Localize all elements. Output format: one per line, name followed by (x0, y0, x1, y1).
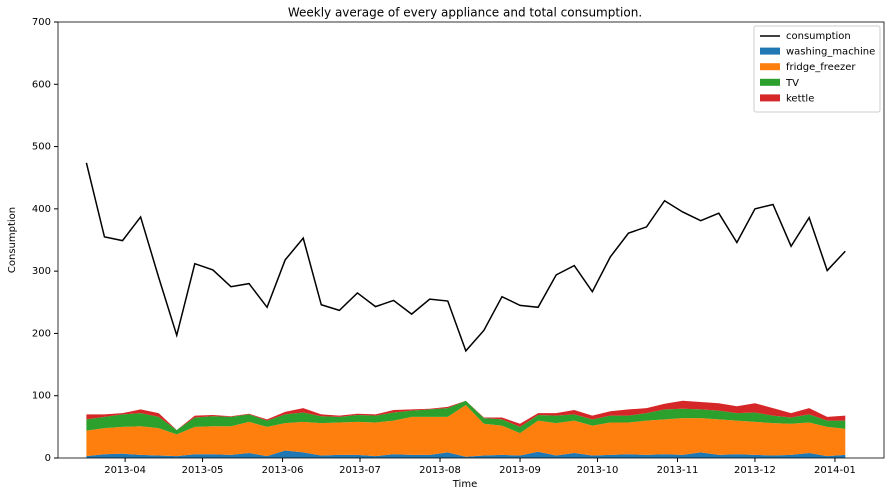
legend-label: TV (785, 78, 799, 89)
legend-swatch (760, 78, 780, 86)
y-tick-label: 300 (32, 266, 51, 277)
y-tick-label: 400 (32, 204, 51, 215)
x-tick-label: 2013-08 (419, 465, 461, 476)
y-tick-label: 700 (32, 17, 51, 28)
x-axis-label: Time (452, 479, 477, 490)
x-tick-label: 2013-11 (657, 465, 699, 476)
stacked-area (86, 450, 846, 458)
x-tick-label: 2013-09 (499, 465, 541, 476)
legend-label: consumption (786, 31, 851, 42)
plot-frame (57, 21, 885, 459)
legend-label: kettle (786, 93, 814, 104)
legend-swatch (760, 63, 780, 71)
y-tick-label: 600 (32, 79, 51, 90)
x-tick-label: 2013-12 (734, 465, 776, 476)
y-axis-label: Consumption (7, 207, 18, 273)
y-tick-label: 0 (45, 453, 51, 464)
legend-swatch (760, 94, 780, 102)
legend-label: fridge_freezer (786, 62, 856, 73)
chart-title: Weekly average of every appliance and to… (288, 6, 642, 20)
y-tick-label: 500 (32, 142, 51, 153)
y-tick-label: 200 (32, 328, 51, 339)
x-tick-label: 2013-07 (339, 465, 381, 476)
legend-label: washing_machine (786, 47, 875, 58)
stacked-area (86, 400, 846, 435)
x-tick-label: 2013-06 (262, 465, 304, 476)
x-tick-label: 2013-05 (182, 465, 224, 476)
legend-box (753, 25, 881, 113)
x-tick-label: 2013-10 (577, 465, 619, 476)
x-tick-label: 2013-04 (104, 465, 146, 476)
y-tick-label: 100 (32, 391, 51, 402)
stacked-area (86, 400, 846, 430)
line (85, 162, 846, 353)
legend-swatch (760, 47, 780, 55)
x-tick-label: 2014-01 (814, 465, 856, 476)
stacked-area (86, 405, 846, 457)
